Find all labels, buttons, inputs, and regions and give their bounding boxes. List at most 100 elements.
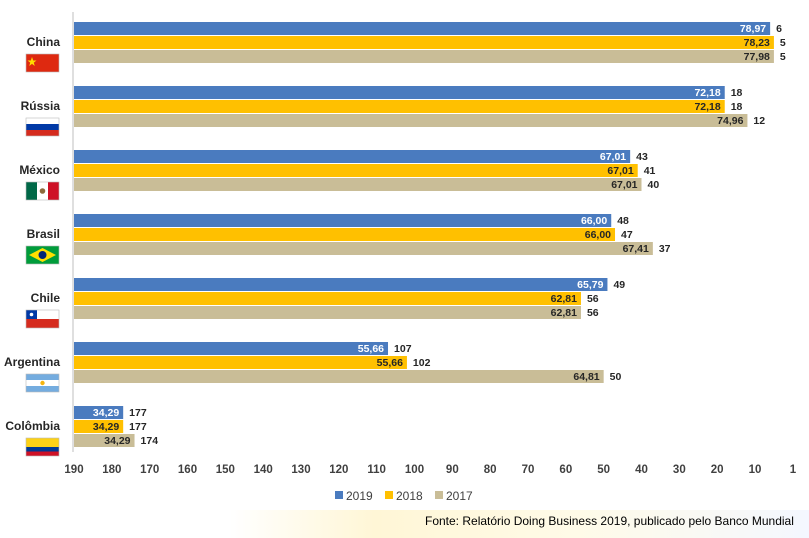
category-label: China [27,35,61,49]
rank-label: 177 [129,407,147,419]
bar-value-label: 72,18 [694,87,720,99]
bar-value-label: 67,41 [623,243,649,255]
x-tick-label: 10 [749,464,762,476]
bar-2019 [74,86,725,99]
bar-2019 [74,278,608,291]
bar-value-label: 65,79 [577,279,603,291]
bar-value-label: 78,23 [744,37,770,49]
rank-label: 174 [141,435,159,447]
bar-value-label: 77,98 [744,51,770,63]
china-flag-icon [25,53,60,73]
rank-label: 47 [621,229,633,241]
brazil-flag-icon [25,245,60,265]
bar-value-label: 55,66 [358,343,384,355]
rank-label: 102 [413,357,431,369]
rank-label: 41 [644,165,656,177]
x-tick-label: 140 [254,464,273,476]
bar-value-label: 62,81 [551,293,577,305]
bar-value-label: 78,97 [740,23,766,35]
legend-swatch-2019 [335,491,343,499]
rank-label: 177 [129,421,147,433]
x-tick-label: 130 [291,464,310,476]
rank-label: 49 [613,279,625,291]
rank-label: 18 [731,87,743,99]
bar-value-label: 67,01 [600,151,626,163]
rank-label: 37 [659,243,671,255]
bar-2019 [74,214,612,227]
bar-2017 [74,114,748,127]
category-label: Argentina [4,355,60,369]
x-tick-label: 90 [446,464,459,476]
legend-swatch-2018 [385,491,393,499]
rank-label: 48 [617,215,629,227]
x-tick-label: 180 [102,464,121,476]
x-tick-label: 120 [329,464,348,476]
x-tick-label: 60 [559,464,572,476]
x-tick-label: 170 [140,464,159,476]
bar-value-label: 66,00 [585,229,611,241]
bar-2018 [74,356,407,369]
rank-label: 56 [587,293,599,305]
bar-2017 [74,306,581,319]
x-tick-label: 110 [367,464,386,476]
rank-label: 56 [587,307,599,319]
bar-2019 [74,342,389,355]
x-tick-label: 1 [790,464,797,476]
bar-value-label: 64,81 [573,371,599,383]
bar-2018 [74,164,638,177]
bar-value-label: 72,18 [694,101,720,113]
bar-2017 [74,50,774,63]
legend-label: 2018 [396,489,423,503]
legend-label: 2017 [446,489,473,503]
bar-2019 [74,22,771,35]
bar-2017 [74,434,135,447]
legend-swatch-2017 [435,491,443,499]
source-note: Fonte: Relatório Doing Business 2019, pu… [425,514,794,528]
bar-value-label: 62,81 [551,307,577,319]
bar-2018 [74,228,616,241]
bar-2019 [74,406,124,419]
category-label: Brasil [27,227,60,241]
argentina-flag-icon [25,373,60,393]
bar-2017 [74,178,642,191]
x-tick-label: 30 [673,464,686,476]
bar-2018 [74,36,774,49]
category-label: Colômbia [5,419,60,433]
rank-label: 43 [636,151,648,163]
legend-label: 2019 [346,489,373,503]
rank-label: 107 [394,343,412,355]
bar-value-label: 67,01 [607,165,633,177]
russia-flag-icon [25,117,60,137]
x-tick-label: 100 [405,464,424,476]
bar-value-label: 66,00 [581,215,607,227]
rank-label: 5 [780,37,786,49]
category-label: México [19,163,60,177]
x-tick-label: 50 [597,464,610,476]
bar-value-label: 67,01 [611,179,637,191]
x-tick-label: 160 [178,464,197,476]
chile-flag-icon [25,309,60,329]
bar-2018 [74,292,581,305]
x-tick-label: 20 [711,464,724,476]
bar-2017 [74,242,653,255]
x-tick-label: 80 [484,464,497,476]
x-tick-label: 70 [522,464,535,476]
rank-label: 12 [753,115,765,127]
colombia-flag-icon [25,437,60,457]
category-label: Chile [31,291,61,305]
x-tick-label: 190 [64,464,83,476]
bar-value-label: 34,29 [93,407,119,419]
bar-2017 [74,370,604,383]
rank-label: 6 [776,23,782,35]
bar-2019 [74,150,631,163]
rank-label: 5 [780,51,786,63]
footer-decoration [230,510,809,538]
bar-value-label: 34,29 [93,421,119,433]
category-label: Rússia [21,99,61,113]
x-tick-label: 150 [216,464,235,476]
rank-label: 50 [610,371,622,383]
bar-value-label: 34,29 [104,435,130,447]
bar-2018 [74,100,725,113]
bar-value-label: 74,96 [717,115,743,127]
